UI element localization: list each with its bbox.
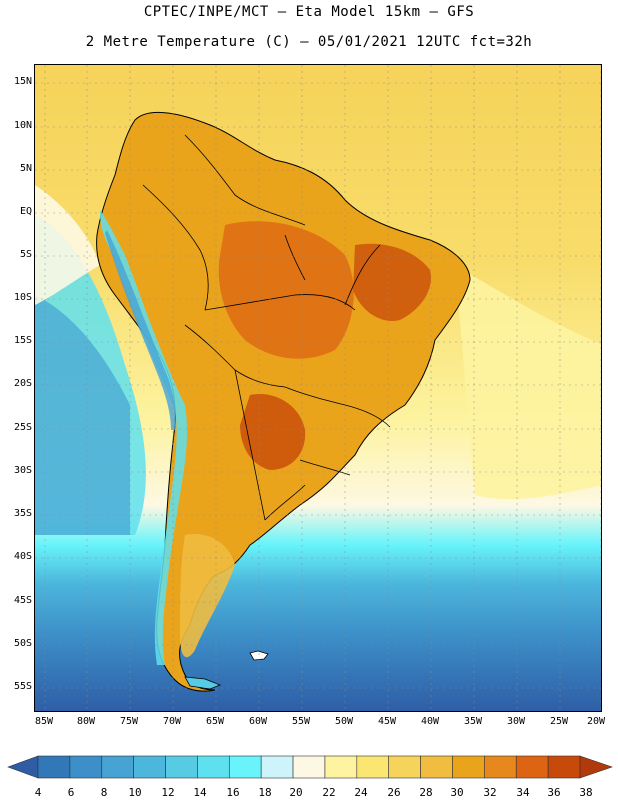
colorbar-arrow-high bbox=[579, 755, 613, 779]
colorbar-segment bbox=[228, 755, 262, 779]
lon-label-55w: 55W bbox=[291, 716, 311, 727]
lon-label-80w: 80W bbox=[76, 716, 96, 727]
colorbar-label-36: 36 bbox=[547, 786, 561, 799]
colorbar-segment bbox=[133, 755, 166, 779]
lon-label-25w: 25W bbox=[549, 716, 569, 727]
colorbar-label-20: 20 bbox=[289, 786, 303, 799]
lat-label-15s: 15S bbox=[13, 335, 32, 346]
colorbar-segment bbox=[356, 755, 390, 779]
colorbar-label-12: 12 bbox=[161, 786, 175, 799]
lat-label-30s: 30S bbox=[13, 465, 32, 476]
lon-label-30w: 30W bbox=[506, 716, 526, 727]
country-borders bbox=[142, 134, 391, 521]
lat-label-50s: 50S bbox=[13, 638, 32, 649]
lat-label-10s: 10S bbox=[13, 292, 32, 303]
lat-label-eq: EQ bbox=[19, 206, 32, 217]
lat-label-55s: 55S bbox=[13, 681, 32, 692]
colorbar-segment bbox=[484, 755, 517, 779]
temperature-map bbox=[34, 64, 602, 712]
lat-label-25s: 25S bbox=[13, 422, 32, 433]
colorbar-segment bbox=[101, 755, 134, 779]
colorbar-arrow-low bbox=[7, 755, 39, 779]
colorbar-label-38: 38 bbox=[579, 786, 593, 799]
colorbar-segment bbox=[69, 755, 103, 779]
lon-label-60w: 60W bbox=[248, 716, 268, 727]
atlantic-warm-band bbox=[455, 265, 601, 500]
colorbar-label-30: 30 bbox=[450, 786, 464, 799]
lon-label-65w: 65W bbox=[205, 716, 225, 727]
colorbar-segment bbox=[547, 755, 581, 779]
colorbar-segment bbox=[37, 755, 71, 779]
lon-label-35w: 35W bbox=[463, 716, 483, 727]
lon-label-70w: 70W bbox=[162, 716, 182, 727]
lat-label-10n: 10N bbox=[13, 120, 32, 131]
hot-core-northeast bbox=[353, 243, 431, 321]
colorbar-segment bbox=[388, 755, 421, 779]
graticule bbox=[35, 65, 601, 711]
lon-label-45w: 45W bbox=[377, 716, 397, 727]
chart-title-line2: 2 Metre Temperature (C) – 05/01/2021 12U… bbox=[85, 34, 533, 50]
map-canvas bbox=[35, 65, 601, 711]
colorbar bbox=[7, 755, 613, 779]
colorbar-segment bbox=[420, 755, 453, 779]
lat-label-5s: 5S bbox=[19, 249, 32, 260]
colorbar-segment bbox=[292, 755, 326, 779]
colorbar-label-34: 34 bbox=[516, 786, 530, 799]
lat-label-15n: 15N bbox=[13, 76, 32, 87]
chart-title-line1: CPTEC/INPE/MCT – Eta Model 15km – GFS bbox=[143, 4, 475, 20]
colorbar-segment bbox=[197, 755, 230, 779]
lon-label-85w: 85W bbox=[34, 716, 54, 727]
lon-label-20w: 20W bbox=[586, 716, 606, 727]
colorbar-segment bbox=[515, 755, 549, 779]
hot-core-center bbox=[218, 221, 354, 359]
colorbar-label-32: 32 bbox=[483, 786, 497, 799]
colorbar-label-10: 10 bbox=[128, 786, 142, 799]
lat-label-35s: 35S bbox=[13, 508, 32, 519]
colorbar-label-22: 22 bbox=[322, 786, 336, 799]
tierra-del-fuego bbox=[184, 676, 222, 690]
lat-label-20s: 20S bbox=[13, 378, 32, 389]
hot-core-chaco bbox=[240, 394, 306, 470]
andes-cold-strip bbox=[99, 210, 188, 665]
warm-patagonia bbox=[180, 534, 235, 658]
lon-label-40w: 40W bbox=[420, 716, 440, 727]
lon-label-50w: 50W bbox=[334, 716, 354, 727]
colorbar-label-6: 6 bbox=[67, 786, 75, 799]
colorbar-segment bbox=[165, 755, 198, 779]
colorbar-segment bbox=[452, 755, 485, 779]
colorbar-label-26: 26 bbox=[387, 786, 401, 799]
colorbar-label-4: 4 bbox=[34, 786, 42, 799]
colorbar-label-28: 28 bbox=[419, 786, 433, 799]
falkland-islands bbox=[249, 650, 269, 661]
colorbar-segment bbox=[324, 755, 358, 779]
lon-label-75w: 75W bbox=[119, 716, 139, 727]
colorbar-label-14: 14 bbox=[193, 786, 207, 799]
colorbar-label-24: 24 bbox=[354, 786, 368, 799]
lat-label-40s: 40S bbox=[13, 551, 32, 562]
andes-core-strip bbox=[105, 230, 176, 430]
pacific-warm-strip bbox=[35, 185, 100, 305]
colorbar-label-16: 16 bbox=[226, 786, 240, 799]
pacific-mid-zone bbox=[35, 295, 130, 535]
colorbar-label-18: 18 bbox=[258, 786, 272, 799]
lat-label-5n: 5N bbox=[19, 163, 32, 174]
lat-label-45s: 45S bbox=[13, 595, 32, 606]
colorbar-label-8: 8 bbox=[100, 786, 108, 799]
colorbar-segment bbox=[260, 755, 294, 779]
